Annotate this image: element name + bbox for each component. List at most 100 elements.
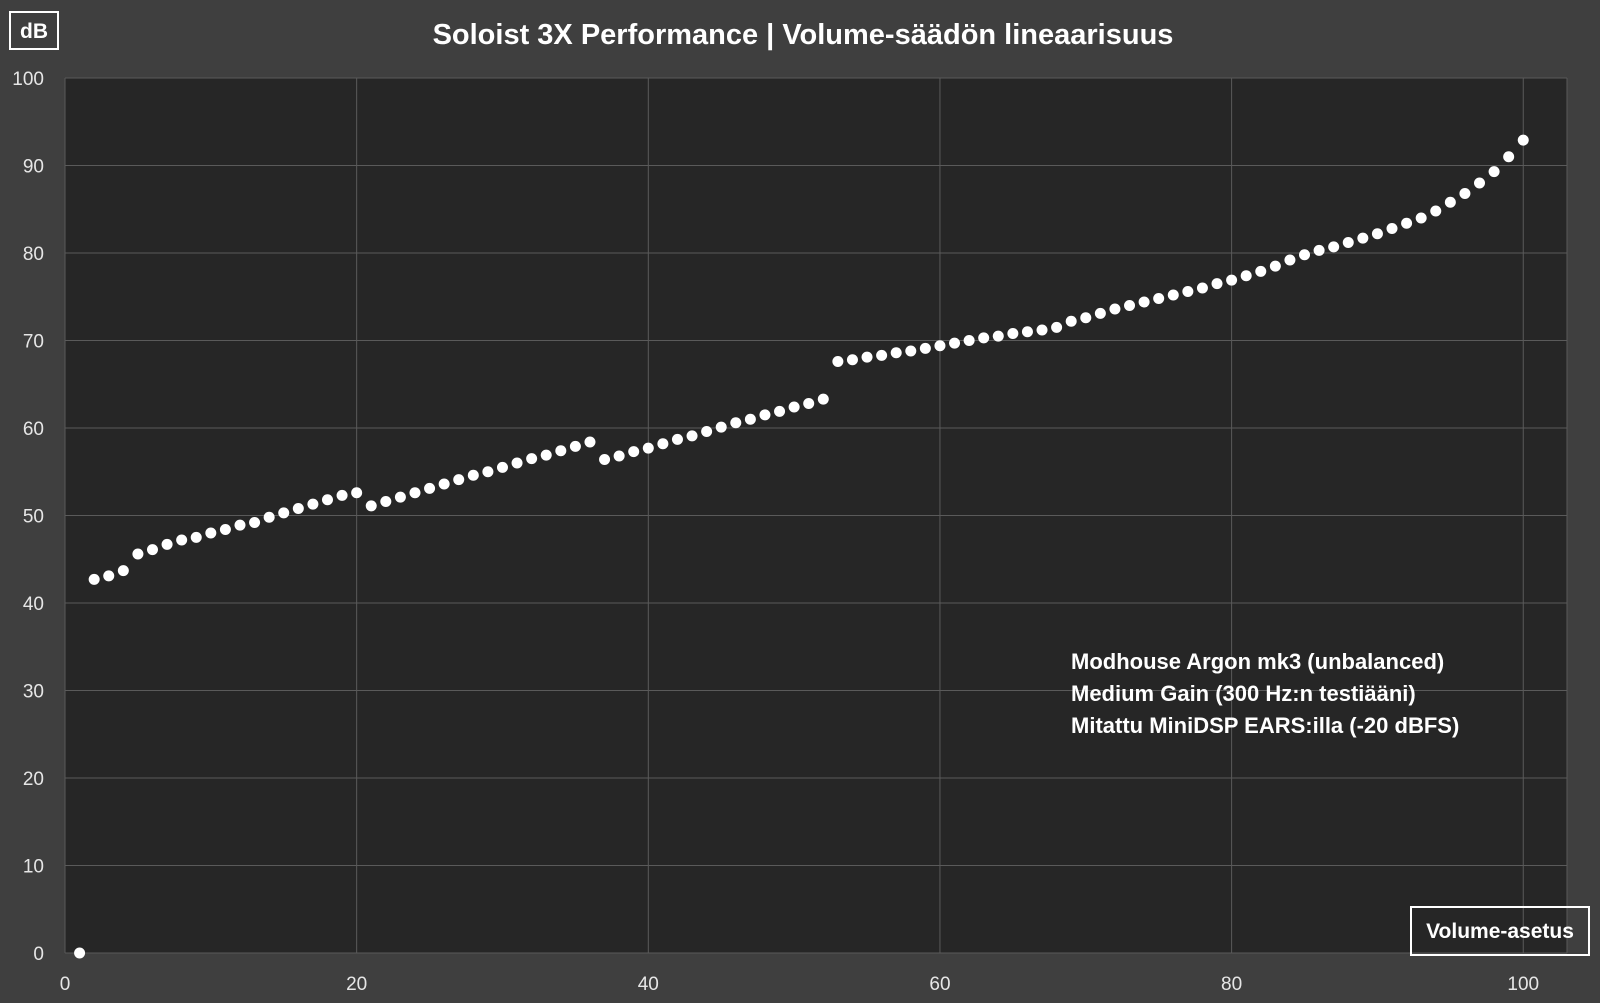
data-point	[1444, 196, 1456, 208]
data-point	[759, 409, 771, 421]
data-point	[1371, 228, 1383, 240]
data-point	[1153, 293, 1165, 304]
data-point	[876, 349, 888, 361]
y-tick-label: 60	[23, 419, 44, 440]
data-point	[365, 500, 377, 512]
data-point	[730, 417, 742, 429]
data-point	[846, 354, 858, 366]
data-point	[249, 517, 261, 528]
data-point	[1415, 212, 1427, 224]
data-point	[1503, 151, 1515, 163]
data-point	[88, 573, 100, 585]
data-point	[307, 498, 319, 510]
data-point	[861, 351, 873, 363]
y-tick-label: 70	[23, 332, 44, 353]
data-point	[103, 570, 115, 582]
annotation-line-2: Medium Gain (300 Hz:n testiääni)	[1071, 681, 1416, 706]
y-tick-label: 40	[23, 594, 44, 615]
data-point	[919, 342, 931, 354]
data-point	[263, 511, 275, 523]
data-point	[1007, 328, 1019, 339]
data-point	[482, 466, 494, 478]
x-tick-label: 40	[638, 974, 659, 995]
data-point	[1196, 282, 1208, 294]
y-tick-label: 20	[23, 769, 44, 790]
data-point	[278, 507, 290, 519]
data-point	[1021, 326, 1033, 338]
data-point	[190, 531, 202, 543]
data-point	[963, 335, 975, 346]
data-point	[511, 457, 523, 469]
data-point	[1517, 134, 1529, 146]
data-point	[774, 405, 786, 417]
data-point	[1065, 315, 1077, 327]
data-point	[424, 482, 436, 494]
data-point	[453, 474, 465, 486]
data-point	[146, 544, 158, 556]
data-point	[438, 478, 450, 490]
data-point	[949, 337, 961, 349]
data-point	[642, 442, 654, 454]
data-point	[1313, 244, 1325, 256]
y-tick-label: 80	[23, 244, 44, 265]
y-tick-label: 100	[12, 69, 44, 90]
data-point	[161, 538, 173, 550]
data-point	[934, 340, 946, 352]
xlabel-box	[1410, 906, 1590, 956]
data-point	[336, 489, 348, 501]
data-point	[394, 491, 406, 503]
gridlines	[64, 77, 1568, 954]
data-point	[205, 527, 217, 539]
data-point	[467, 469, 479, 481]
data-point	[1459, 188, 1471, 199]
data-point	[1386, 223, 1398, 234]
x-tick-label: 100	[1507, 974, 1539, 995]
data-point	[1094, 307, 1106, 319]
data-point	[803, 398, 815, 409]
data-point	[890, 347, 902, 359]
data-point	[628, 446, 640, 458]
data-point	[1080, 312, 1092, 324]
data-point	[832, 356, 844, 367]
x-tick-label: 60	[929, 974, 950, 995]
data-point	[1138, 296, 1150, 308]
x-axis-label: Volume-asetus	[1426, 920, 1574, 943]
data-point	[1240, 270, 1252, 282]
data-point	[219, 524, 231, 535]
data-point	[569, 440, 581, 452]
data-point	[74, 947, 86, 959]
y-tick-label: 30	[23, 682, 44, 703]
data-point	[526, 453, 538, 465]
data-point	[351, 487, 363, 499]
data-point	[1036, 324, 1048, 336]
data-point	[234, 519, 246, 531]
data-point	[409, 487, 421, 499]
data-point	[657, 438, 669, 450]
data-point	[1328, 241, 1340, 253]
y-tick-label: 90	[23, 157, 44, 178]
data-point	[1182, 286, 1194, 297]
data-point	[715, 421, 727, 433]
data-point	[380, 496, 392, 507]
data-point	[671, 433, 683, 445]
data-point	[599, 454, 611, 465]
x-tick-label: 0	[60, 974, 71, 995]
data-point	[613, 450, 625, 462]
chart-title: Soloist 3X Performance | Volume-säädön l…	[433, 19, 1174, 51]
data-point	[584, 436, 596, 448]
data-point	[1255, 265, 1267, 277]
data-points	[74, 134, 1529, 959]
data-point	[905, 345, 917, 357]
data-point	[321, 494, 333, 506]
data-point	[1299, 249, 1311, 261]
data-point	[1342, 237, 1354, 248]
data-point	[992, 330, 1004, 342]
data-point	[1284, 254, 1296, 266]
data-point	[1124, 300, 1136, 311]
data-point	[176, 534, 188, 546]
data-point	[1226, 274, 1238, 286]
data-point	[1167, 289, 1179, 301]
data-point	[744, 413, 756, 425]
